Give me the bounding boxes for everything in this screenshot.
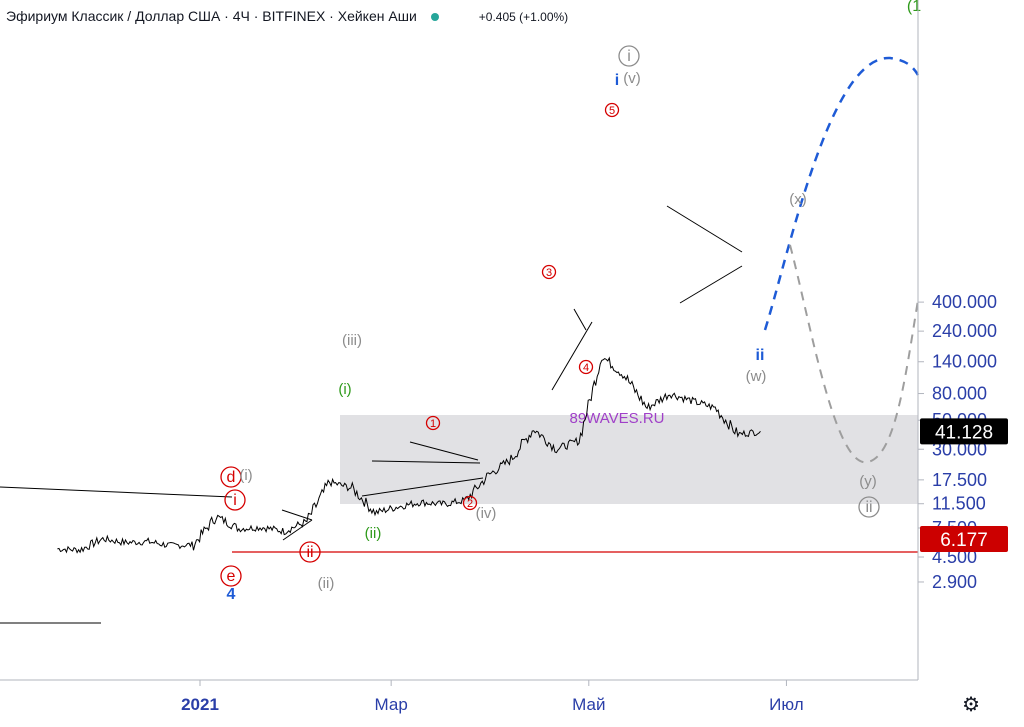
wave-label: e <box>227 568 236 585</box>
y-tick-label: 140.000 <box>932 352 997 372</box>
wave-label: i <box>233 492 237 509</box>
wave-label: (ii) <box>365 525 382 542</box>
wave-label: ii <box>756 347 765 364</box>
wave-label: (i) <box>239 467 252 484</box>
trendline-wedge-b <box>573 308 587 331</box>
wave-label: 3 <box>546 267 552 279</box>
y-tick-label: 80.000 <box>932 384 987 404</box>
wave-label-circle <box>858 496 880 518</box>
wave-label: (w) <box>746 368 767 385</box>
trendline-wedge-a <box>551 321 593 391</box>
y-tick-label: 2.900 <box>932 572 977 592</box>
wave-label: (iii) <box>342 332 362 349</box>
support-price-tag: 6.177 <box>940 530 988 551</box>
wave-label: 4 <box>583 362 589 374</box>
last-price-tag: 41.128 <box>935 422 993 443</box>
wave-label: (iv) <box>476 505 497 522</box>
projection-blue-path <box>763 56 920 331</box>
x-tick-label: Май <box>572 695 605 714</box>
trendline-upper <box>0 486 233 498</box>
trendline-pennant-a <box>666 205 743 253</box>
trendline-triangle-c <box>409 441 479 461</box>
wave-label: ii <box>865 499 872 516</box>
wave-label-circle <box>220 565 242 587</box>
wave-label-circle <box>604 102 620 118</box>
gear-icon[interactable]: ⚙ <box>962 694 980 716</box>
wave-label: (1 <box>907 0 921 15</box>
trendline-triangle-b <box>361 477 484 497</box>
wave-label-circle <box>224 489 246 511</box>
chart-header: Эфириум Классик / Доллар США · 4Ч · BITF… <box>6 8 568 24</box>
projection-layer <box>763 56 920 464</box>
last-price-tag-bg <box>920 418 1008 445</box>
wave-label: 2 <box>467 498 473 510</box>
price-layer <box>57 356 761 554</box>
axis-layer: 2.9004.5007.50011.50017.50030.00050.0008… <box>0 0 1008 714</box>
y-tick-label: 240.000 <box>932 321 997 341</box>
status-dot-icon <box>430 13 439 22</box>
wave-label: 1 <box>430 418 436 430</box>
y-tick-label: 11.500 <box>932 494 986 514</box>
wave-label: 4 <box>227 586 236 603</box>
price-change: +0.405 (+1.00%) <box>478 10 569 24</box>
y-tick-label: 400.000 <box>932 292 997 312</box>
wave-label: (x) <box>789 191 807 208</box>
wave-label-circle <box>618 45 640 67</box>
trendline-layer <box>0 205 918 624</box>
trendline-flag-b <box>282 519 313 541</box>
support-price-tag-bg <box>920 526 1008 553</box>
x-tick-label: 2021 <box>181 695 219 714</box>
wave-label: i <box>627 48 631 65</box>
x-tick-label: Мар <box>375 695 408 714</box>
watermark-text: 89WAVES.RU <box>569 410 664 427</box>
symbol-title: Эфириум Классик / Доллар США · 4Ч · BITF… <box>6 8 417 24</box>
wave-label-circle <box>220 466 242 488</box>
trendline-pennant-b <box>679 265 743 304</box>
price-line <box>57 356 761 554</box>
consolidation-zone <box>340 415 918 504</box>
wave-label: d <box>227 469 236 486</box>
y-tick-label: 17.500 <box>932 470 987 490</box>
x-tick-label: Июл <box>769 695 804 714</box>
wave-label: i <box>615 72 619 89</box>
wave-label: (v) <box>623 70 641 87</box>
wave-label: 5 <box>609 105 615 117</box>
wave-label-circle <box>541 264 557 280</box>
zone-layer: 89WAVES.RU <box>340 410 918 504</box>
wave-label-circle <box>425 415 441 431</box>
wave-label: (y) <box>859 473 877 490</box>
wave-label: (ii) <box>318 575 335 592</box>
wave-label: (i) <box>338 381 351 398</box>
wave-label-circle <box>462 495 478 511</box>
wave-label-circle <box>299 541 321 563</box>
wave-label-circle <box>578 359 594 375</box>
trendline-triangle-a <box>371 460 481 464</box>
wave-label: ii <box>306 544 313 561</box>
